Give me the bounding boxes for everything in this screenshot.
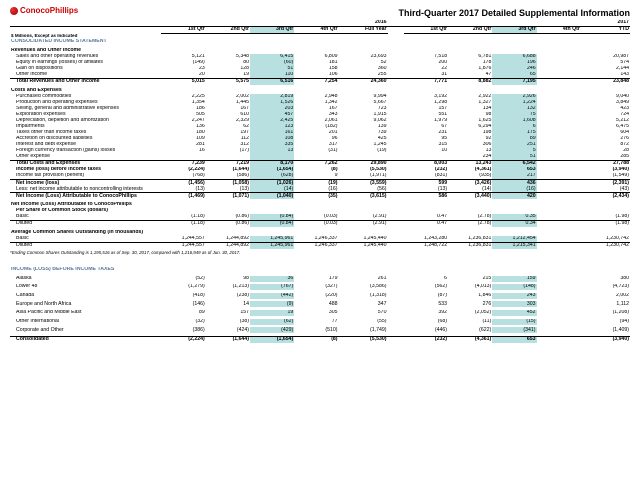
company-name: ConocoPhillips bbox=[20, 6, 78, 15]
company-logo: ConocoPhillips bbox=[10, 6, 78, 15]
table-row: Diluted1,244,5571,244,8921,245,9611,246,… bbox=[10, 242, 630, 249]
page-title: Third-Quarter 2017 Detailed Supplemental… bbox=[398, 8, 630, 18]
logo-mark bbox=[10, 7, 18, 15]
income-statement-table: 2016 2017 1st Qtr 2nd Qtr 3rd Qtr 4th Qt… bbox=[10, 20, 630, 249]
segment-table: INCOME (LOSS) BEFORE INCOME TAXES Alaska… bbox=[10, 267, 630, 343]
table-row: Consolidated(2,224)(1,644)(1,654)(8)(5,5… bbox=[10, 337, 630, 344]
